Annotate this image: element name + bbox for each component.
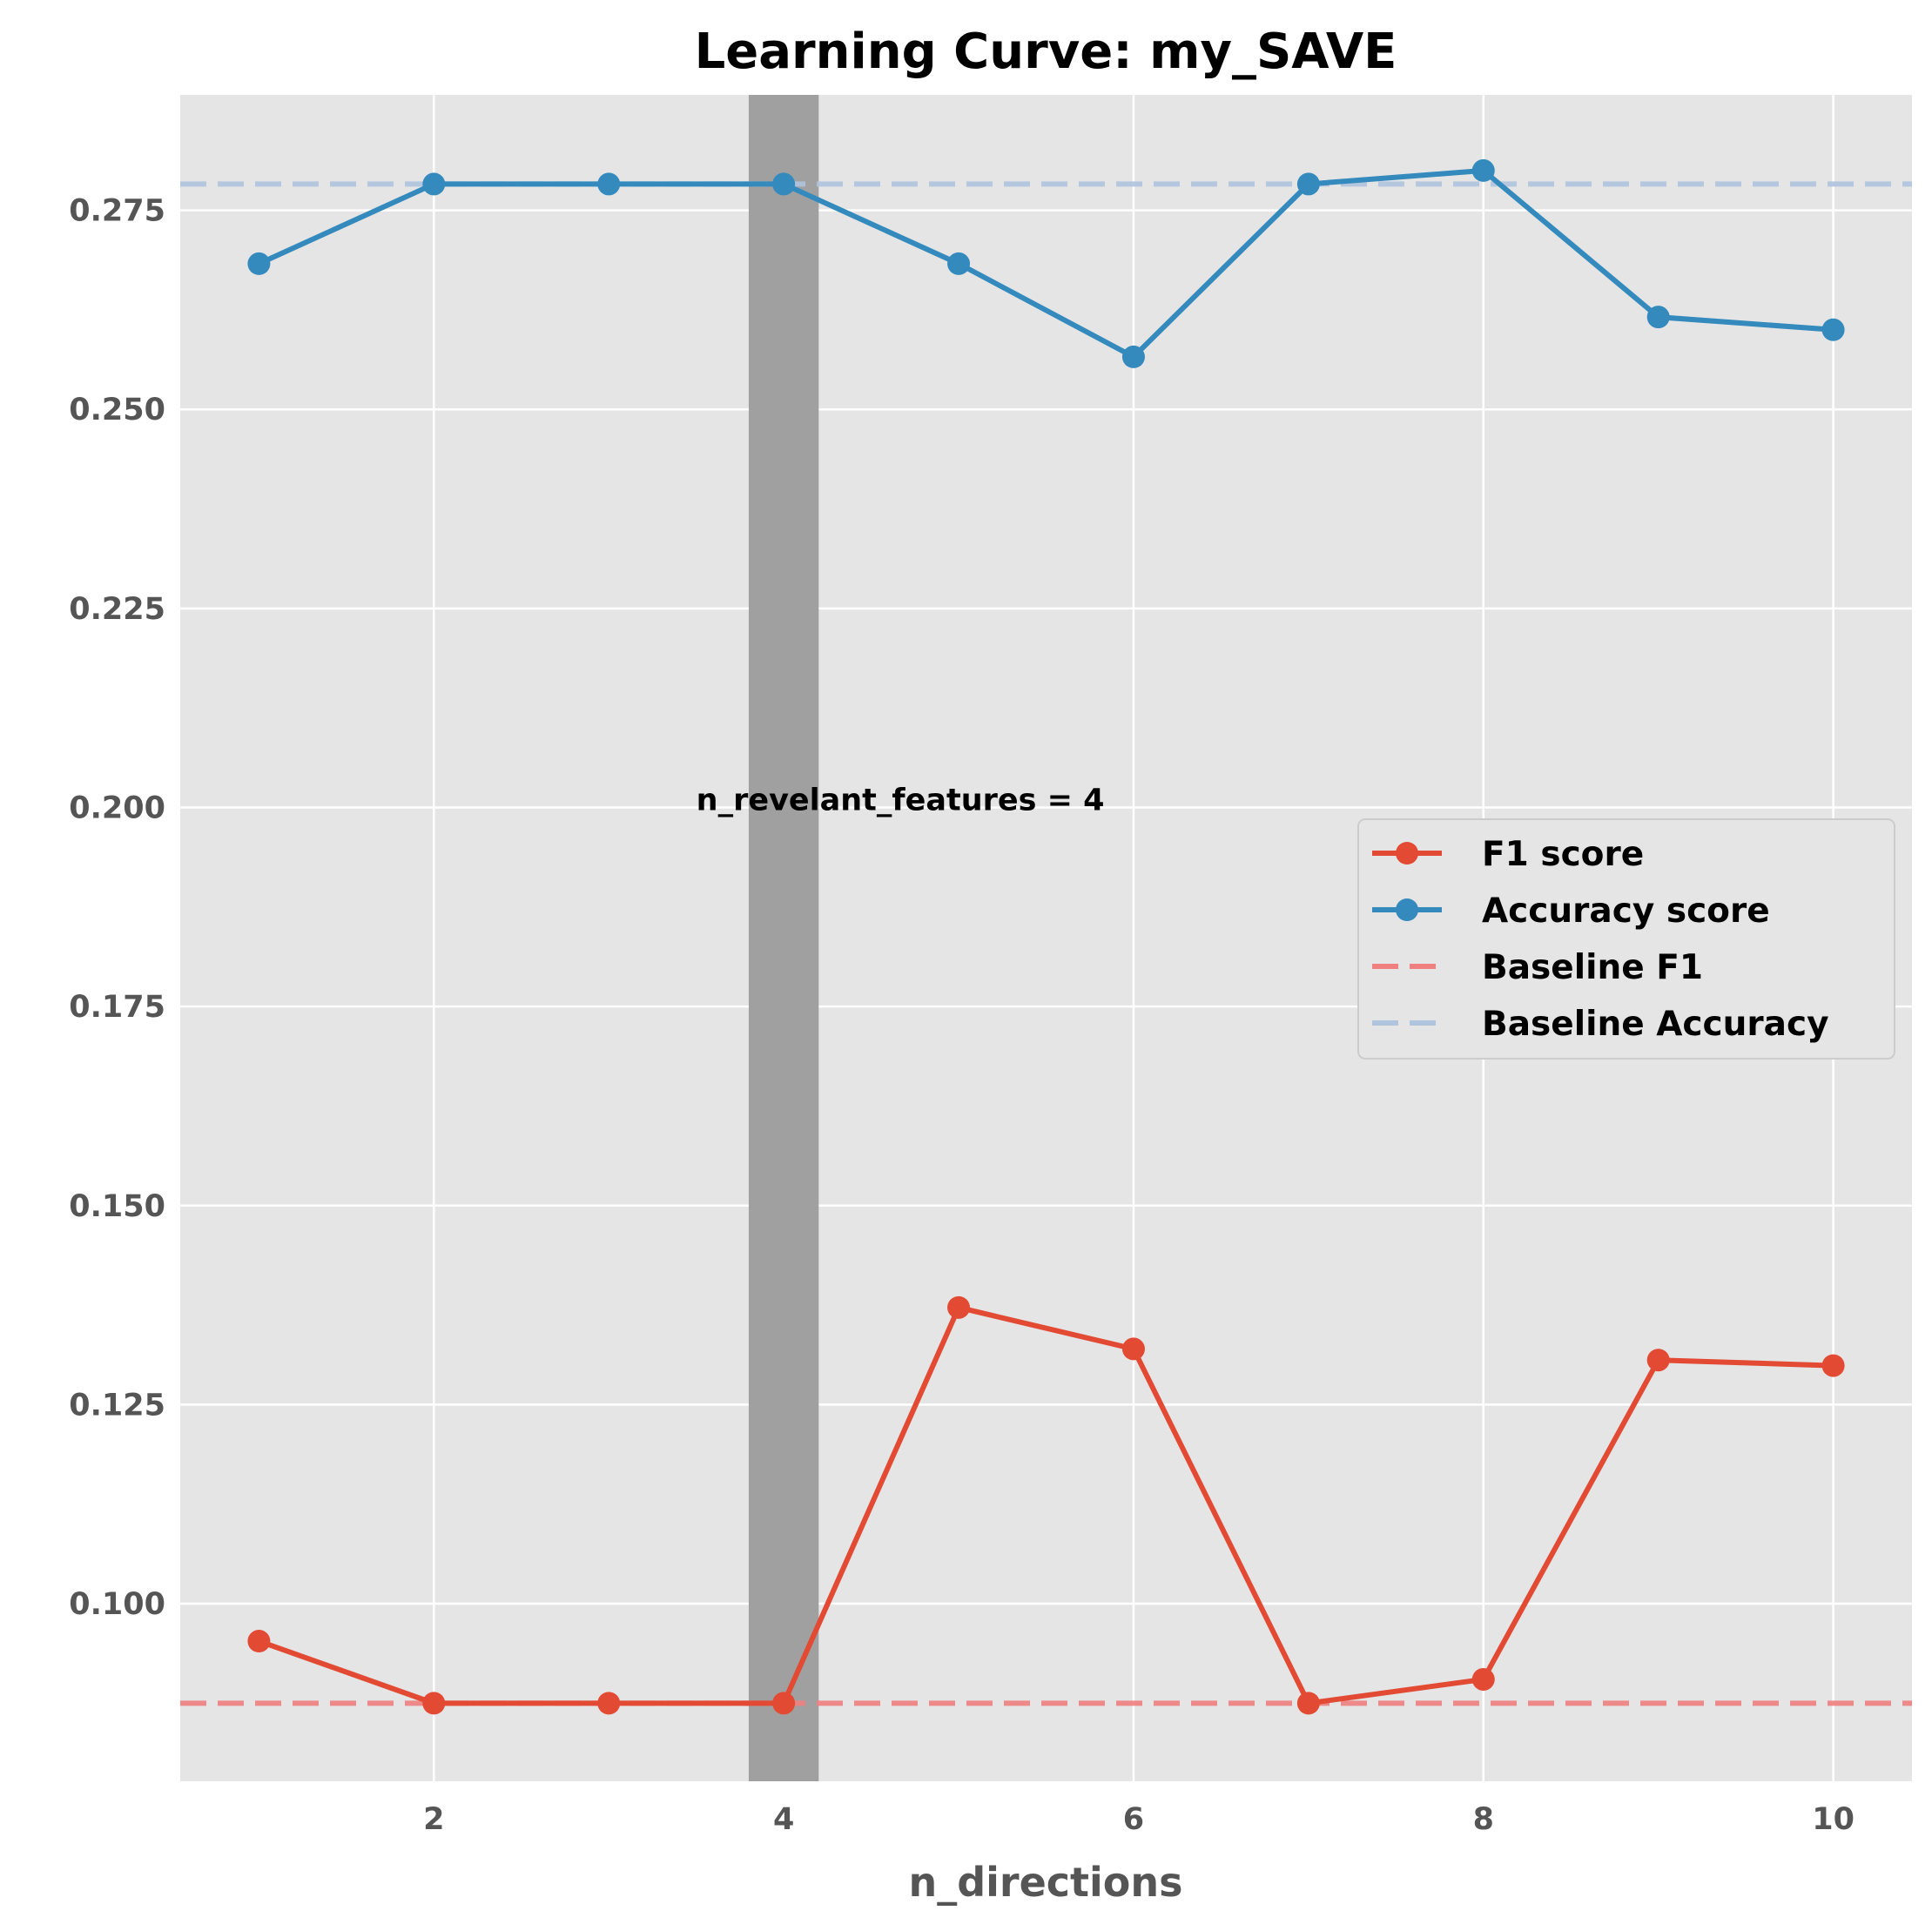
data-point bbox=[597, 1692, 621, 1715]
y-tick-labels: 0.100 0.125 0.150 0.175 0.200 0.225 0.250 0.275 bbox=[69, 194, 165, 1622]
x-tick-label: 8 bbox=[1473, 1802, 1494, 1837]
legend-marker bbox=[1396, 842, 1418, 865]
x-tick-label: 10 bbox=[1812, 1802, 1855, 1837]
data-point bbox=[597, 172, 621, 196]
data-point bbox=[1121, 345, 1145, 368]
y-tick-label: 0.150 bbox=[69, 1189, 165, 1224]
data-point bbox=[1821, 318, 1845, 341]
y-tick-label: 0.250 bbox=[69, 393, 165, 427]
legend-label: Accuracy score bbox=[1482, 891, 1770, 931]
y-tick-label: 0.225 bbox=[69, 592, 165, 627]
y-tick-label: 0.200 bbox=[69, 791, 165, 826]
legend-label: Baseline Accuracy bbox=[1482, 1005, 1829, 1044]
baseline-lines bbox=[180, 181, 1912, 1706]
x-tick-label: 2 bbox=[423, 1802, 444, 1837]
series-lines bbox=[247, 158, 1845, 1715]
x-tick-labels: 2 4 6 8 10 bbox=[423, 1802, 1855, 1837]
data-point bbox=[772, 172, 796, 196]
x-tick-label: 6 bbox=[1123, 1802, 1144, 1837]
data-point bbox=[1821, 1354, 1845, 1377]
data-point bbox=[247, 252, 271, 275]
data-point bbox=[1121, 1337, 1145, 1361]
data-point bbox=[947, 1295, 971, 1319]
data-point bbox=[1471, 1667, 1495, 1691]
series-line-0 bbox=[258, 1304, 1834, 1706]
legend-marker bbox=[1396, 898, 1418, 921]
highlight-band bbox=[748, 95, 819, 1781]
y-tick-label: 0.100 bbox=[69, 1587, 165, 1622]
data-point bbox=[772, 1692, 796, 1715]
legend-box bbox=[1357, 818, 1895, 1060]
legend-label: F1 score bbox=[1482, 835, 1644, 874]
data-point bbox=[1296, 1692, 1320, 1715]
data-point bbox=[1296, 172, 1320, 196]
x-tick-label: 4 bbox=[773, 1802, 794, 1837]
y-tick-label: 0.275 bbox=[69, 194, 165, 229]
data-point bbox=[1646, 306, 1670, 329]
data-point bbox=[947, 252, 971, 275]
y-tick-label: 0.125 bbox=[69, 1388, 165, 1423]
annotation-relevant-features: n_revelant_features = 4 bbox=[697, 784, 1105, 818]
legend: F1 score Accuracy score Baseline F1 Baselin… bbox=[1357, 818, 1895, 1060]
y-tick-label: 0.175 bbox=[69, 990, 165, 1025]
data-point bbox=[1471, 158, 1495, 182]
data-point bbox=[422, 172, 446, 196]
data-point bbox=[1646, 1349, 1670, 1372]
x-axis-label: n_directions bbox=[908, 1859, 1182, 1906]
data-point bbox=[247, 1630, 271, 1653]
legend-label: Baseline F1 bbox=[1482, 948, 1703, 987]
data-point bbox=[422, 1692, 446, 1715]
series-line-1 bbox=[258, 167, 1834, 360]
chart-title: Learning Curve: my_SAVE bbox=[695, 24, 1397, 80]
